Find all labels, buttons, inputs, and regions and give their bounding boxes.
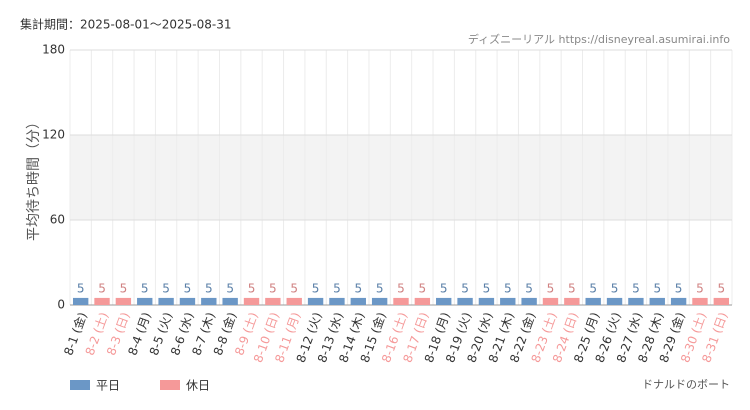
source: ディズニーリアル https://disneyreal.asumirai.inf… bbox=[468, 32, 730, 46]
value-label: 5 bbox=[547, 281, 555, 295]
bar bbox=[478, 297, 495, 305]
bar bbox=[457, 297, 473, 305]
attraction-name: ドナルドのボート bbox=[642, 378, 730, 391]
value-label: 5 bbox=[376, 281, 384, 295]
bar bbox=[670, 297, 687, 305]
legend-swatch bbox=[160, 380, 180, 390]
bar bbox=[137, 297, 153, 305]
bar bbox=[585, 297, 601, 305]
legend-swatch bbox=[70, 380, 90, 390]
bar bbox=[393, 297, 409, 305]
bar bbox=[201, 297, 217, 305]
legend-label: 休日 bbox=[186, 379, 210, 393]
bar bbox=[307, 297, 324, 305]
value-label: 5 bbox=[205, 281, 213, 295]
value-label: 5 bbox=[504, 281, 512, 295]
bar bbox=[286, 297, 302, 305]
value-label: 5 bbox=[653, 281, 661, 295]
value-label: 5 bbox=[632, 281, 640, 295]
bar bbox=[115, 297, 132, 305]
value-label: 5 bbox=[696, 281, 704, 295]
value-label: 5 bbox=[483, 281, 491, 295]
value-label: 5 bbox=[248, 281, 256, 295]
bar bbox=[606, 297, 623, 305]
value-label: 5 bbox=[77, 281, 85, 295]
value-label: 5 bbox=[611, 281, 619, 295]
bar bbox=[542, 297, 559, 305]
y-tick-label: 120 bbox=[42, 128, 65, 142]
value-label: 5 bbox=[419, 281, 427, 295]
chart-title: 集計期間：2025-08-01～2025-08-31 bbox=[20, 17, 231, 32]
value-label: 5 bbox=[589, 281, 597, 295]
bar bbox=[713, 297, 730, 305]
bar bbox=[564, 297, 580, 305]
bar bbox=[521, 297, 537, 305]
bar bbox=[94, 297, 110, 305]
y-tick-label: 0 bbox=[57, 298, 65, 312]
grid-band bbox=[70, 135, 732, 220]
value-label: 5 bbox=[333, 281, 341, 295]
value-label: 5 bbox=[162, 281, 170, 295]
bar bbox=[329, 297, 345, 305]
bar bbox=[692, 297, 708, 305]
bar bbox=[222, 297, 238, 305]
value-label: 5 bbox=[440, 281, 448, 295]
value-label: 5 bbox=[312, 281, 320, 295]
value-label: 5 bbox=[98, 281, 106, 295]
bar bbox=[72, 297, 89, 305]
value-label: 5 bbox=[718, 281, 726, 295]
value-label: 5 bbox=[354, 281, 362, 295]
value-label: 5 bbox=[290, 281, 298, 295]
value-label: 5 bbox=[269, 281, 277, 295]
bar bbox=[628, 297, 644, 305]
legend-label: 平日 bbox=[96, 379, 120, 393]
bar bbox=[243, 297, 260, 305]
value-label: 5 bbox=[675, 281, 683, 295]
value-label: 5 bbox=[226, 281, 234, 295]
value-label: 5 bbox=[120, 281, 128, 295]
value-label: 5 bbox=[184, 281, 192, 295]
y-tick-label: 180 bbox=[42, 43, 65, 57]
bar bbox=[414, 297, 431, 305]
y-tick-label: 60 bbox=[50, 213, 65, 227]
bar bbox=[265, 297, 281, 305]
bar bbox=[500, 297, 516, 305]
bar bbox=[371, 297, 388, 305]
bar bbox=[158, 297, 174, 305]
bar bbox=[179, 297, 196, 305]
value-label: 5 bbox=[141, 281, 149, 295]
value-label: 5 bbox=[568, 281, 576, 295]
bar bbox=[436, 297, 452, 305]
bar bbox=[350, 297, 366, 305]
y-axis-label: 平均待ち時間（分） bbox=[26, 115, 42, 241]
value-label: 5 bbox=[461, 281, 469, 295]
value-label: 5 bbox=[525, 281, 533, 295]
bar bbox=[649, 297, 665, 305]
value-label: 5 bbox=[397, 281, 405, 295]
